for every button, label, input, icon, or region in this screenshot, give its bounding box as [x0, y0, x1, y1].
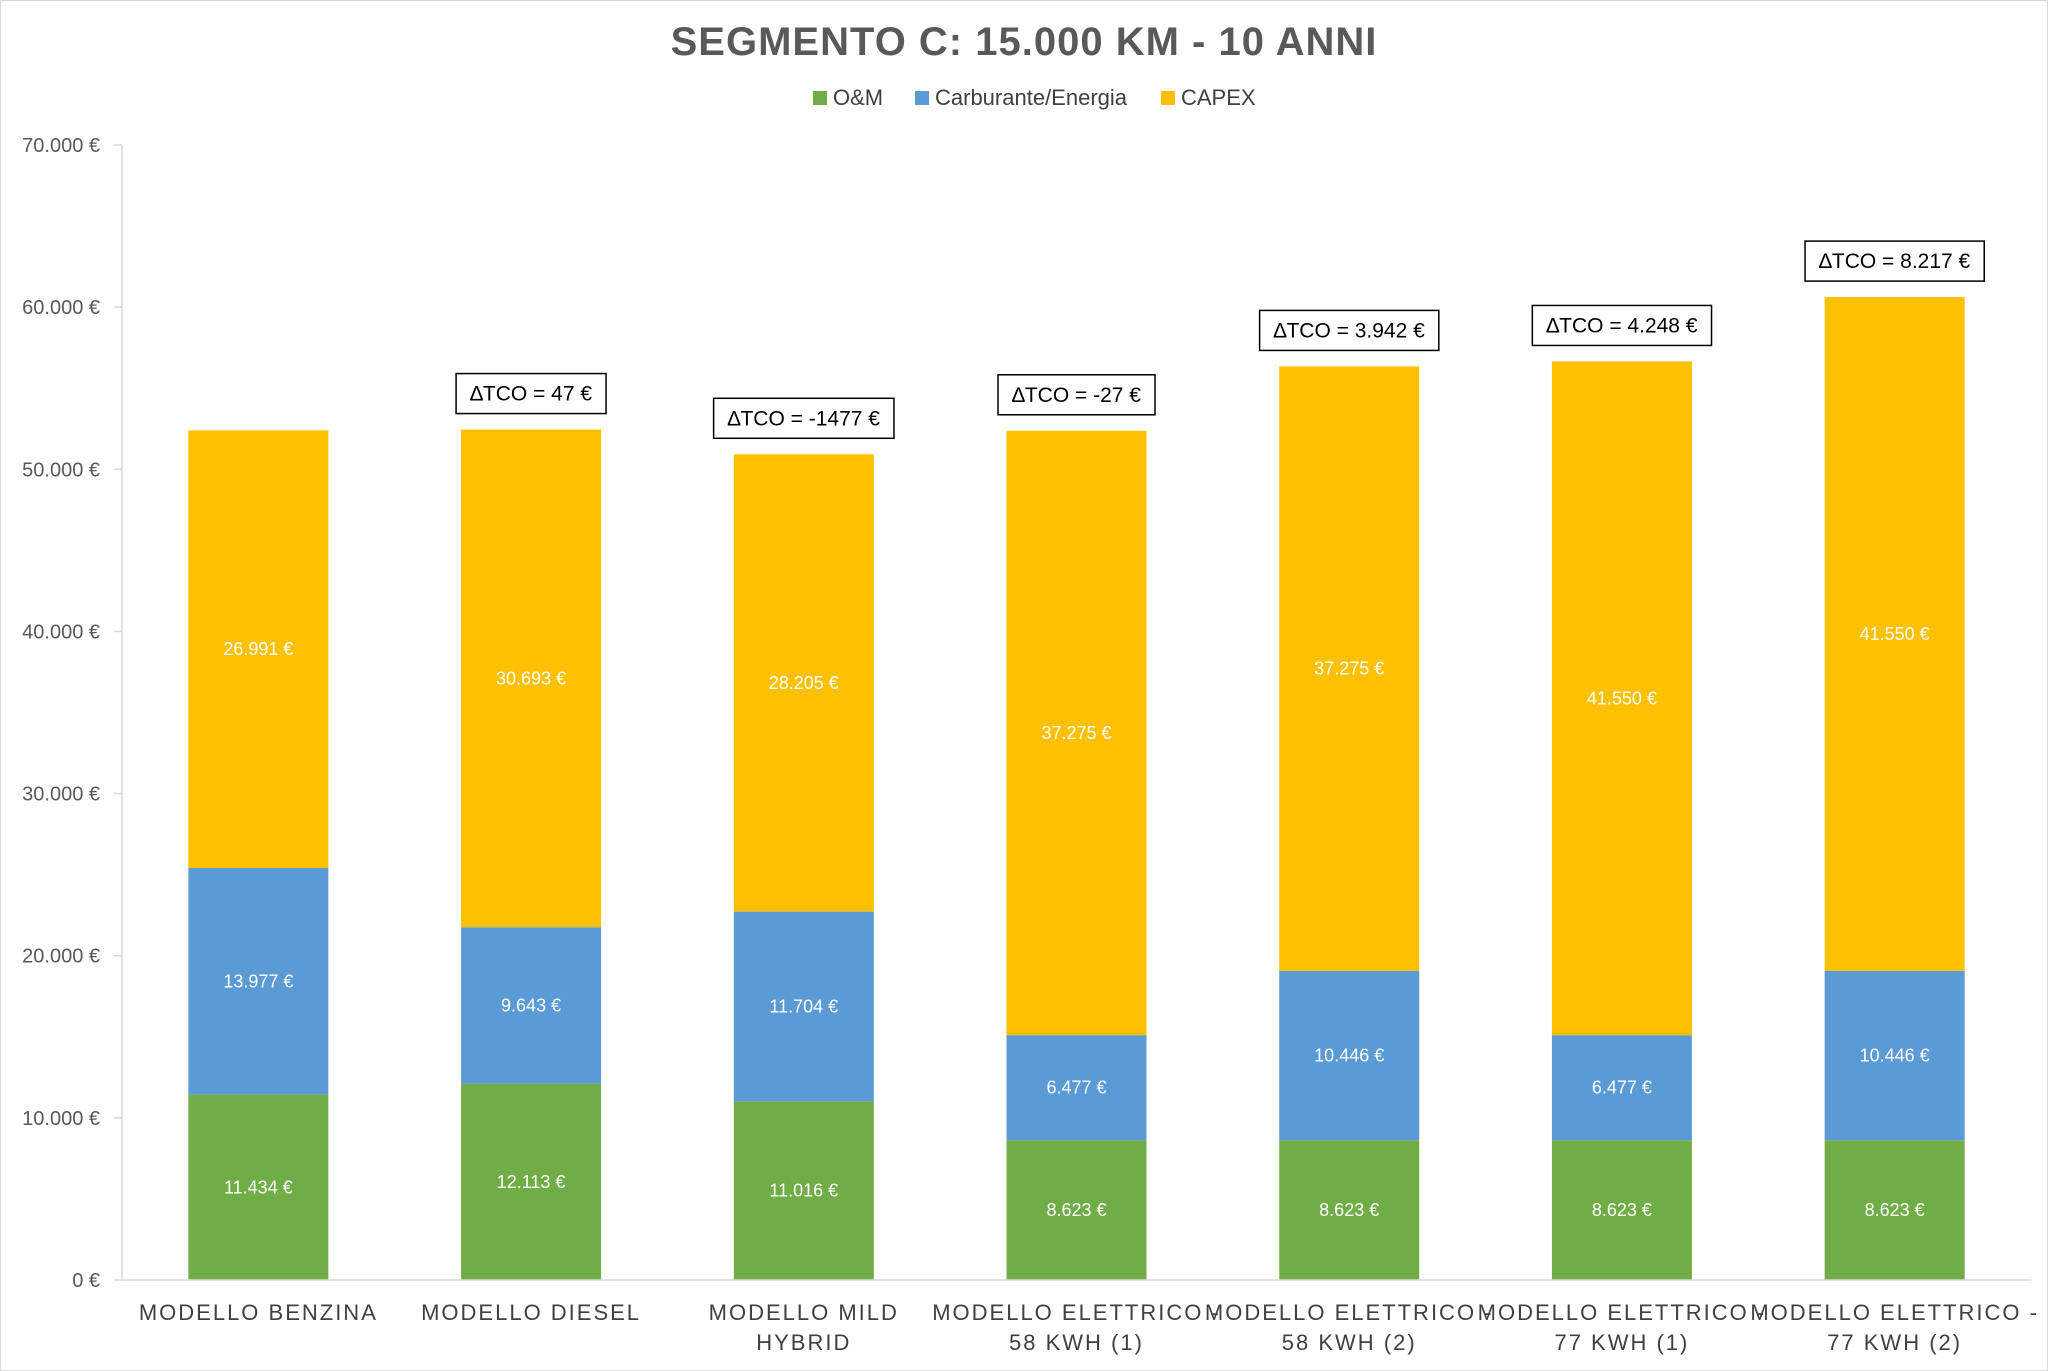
- data-label: 8.623 €: [1046, 1200, 1106, 1220]
- y-tick-label: 50.000 €: [22, 459, 100, 481]
- legend-label-1: O&M: [833, 85, 883, 110]
- legend: O&M Carburante/Energia CAPEX: [813, 85, 1256, 110]
- bar-segment: [1551, 361, 1692, 1036]
- y-tick-label: 0 €: [72, 1270, 100, 1292]
- bar-segment: [188, 867, 329, 1095]
- category-label: MODELLO ELETTRICO -: [1478, 1300, 1767, 1325]
- category-label: 77 KWH (1): [1554, 1330, 1689, 1355]
- delta-tco-box: ∆TCO = -27 €: [997, 374, 1156, 416]
- data-label: 8.623 €: [1865, 1200, 1925, 1220]
- data-label: 6.477 €: [1046, 1078, 1106, 1098]
- y-tick-label: 20.000 €: [22, 946, 100, 968]
- data-label: 41.550 €: [1587, 688, 1657, 708]
- data-label: 10.446 €: [1860, 1045, 1930, 1065]
- bar-segment: [188, 1094, 329, 1280]
- x-axis: MODELLO BENZINA MODELLO DIESEL MODELLO MIL…: [122, 1279, 2039, 1355]
- legend-swatch-1: [813, 91, 827, 105]
- delta-tco-box: ∆TCO = 3.942 €: [1258, 309, 1440, 352]
- delta-tco-frame: [1258, 309, 1440, 352]
- data-label: 8.623 €: [1592, 1200, 1652, 1220]
- bar-segment: [461, 927, 602, 1084]
- data-label: 28.205 €: [769, 673, 839, 693]
- data-label: 26.991 €: [223, 639, 293, 659]
- delta-tco-label: ∆TCO = 47 €: [470, 383, 592, 406]
- delta-tco-label: ∆TCO = -1477 €: [728, 407, 881, 430]
- bar-segment: [1551, 1140, 1692, 1280]
- data-label: 37.275 €: [1314, 659, 1384, 679]
- delta-tco-box: ∆TCO = 47 €: [455, 372, 607, 415]
- delta-tco-label: ∆TCO = 3.942 €: [1274, 319, 1425, 342]
- category-label: MODELLO DIESEL: [421, 1300, 641, 1325]
- category-label: MODELLO BENZINA: [139, 1300, 378, 1325]
- category-label: MODELLO ELETTRICO -: [932, 1300, 1221, 1325]
- bar-segment: [1006, 430, 1147, 1036]
- y-tick-label: 30.000 €: [22, 784, 100, 806]
- data-label: 11.704 €: [769, 996, 838, 1016]
- bar-segment: [733, 1101, 874, 1280]
- bar-segment: [1824, 297, 1965, 971]
- bar-segment: [461, 429, 602, 928]
- legend-label-2: Carburante/Energia: [935, 85, 1128, 110]
- data-label: 37.275 €: [1041, 723, 1111, 743]
- bar-segment: [1824, 1140, 1965, 1280]
- bar-segment: [1006, 1140, 1147, 1280]
- data-label: 11.434 €: [224, 1177, 293, 1197]
- bar-segment: [1279, 1140, 1420, 1280]
- data-label: 10.446 €: [1314, 1045, 1384, 1065]
- data-label: 12.113 €: [497, 1172, 566, 1192]
- y-tick-label: 10.000 €: [22, 1108, 100, 1130]
- bar-segment: [733, 911, 874, 1102]
- bar-segment: [461, 1083, 602, 1280]
- delta-tco-frame: [997, 374, 1156, 416]
- category-label: 58 KWH (2): [1282, 1330, 1417, 1355]
- y-tick-label: 40.000 €: [22, 621, 100, 643]
- y-tick-label: 70.000 €: [22, 135, 100, 157]
- category-label: MODELLO ELETTRICO -: [1205, 1300, 1494, 1325]
- category-label: HYBRID: [756, 1330, 851, 1355]
- data-label: 6.477 €: [1592, 1078, 1652, 1098]
- delta-tco-box: ∆TCO = -1477 €: [712, 397, 895, 440]
- category-label: MODELLO MILD: [709, 1300, 899, 1325]
- bar-segment: [1279, 366, 1420, 971]
- category-label: 77 KWH (2): [1827, 1330, 1962, 1355]
- delta-tco-frame: [1531, 304, 1713, 347]
- legend-swatch-3: [1161, 91, 1175, 105]
- delta-tco-box: ∆TCO = 4.248 €: [1531, 304, 1713, 347]
- bar-segment: [1551, 1035, 1692, 1141]
- category-label: MODELLO ELETTRICO -: [1750, 1300, 2039, 1325]
- delta-tco-frame: [712, 397, 895, 440]
- delta-tco-label: ∆TCO = -27 €: [1012, 384, 1141, 407]
- chart-title: SEGMENTO C: 15.000 KM - 10 ANNI: [671, 20, 1378, 64]
- category-label: 58 KWH (1): [1009, 1330, 1144, 1355]
- y-tick-label: 60.000 €: [22, 297, 100, 319]
- delta-tco-frame: [1804, 240, 1985, 282]
- legend-swatch-2: [915, 91, 929, 105]
- bar-segment: [1824, 970, 1965, 1141]
- delta-tco-frame: [455, 372, 607, 415]
- delta-tco-label: ∆TCO = 4.248 €: [1546, 314, 1697, 337]
- data-label: 30.693 €: [496, 668, 566, 688]
- bar-segment: [733, 454, 874, 912]
- bar-segment: [1279, 970, 1420, 1141]
- y-axis: 0 € 10.000 € 20.000 € 30.000 € 40.000 € 50.00…: [22, 135, 123, 1292]
- delta-tco-box: ∆TCO = 8.217 €: [1804, 240, 1985, 282]
- bar-segment: [188, 430, 329, 868]
- data-label: 9.643 €: [501, 995, 561, 1015]
- bars: 11.434 € 13.977 € 26.991 € 12.113 € 9.643 € 3…: [188, 297, 1965, 1280]
- legend-label-3: CAPEX: [1181, 85, 1256, 110]
- delta-tco-label: ∆TCO = 8.217 €: [1819, 250, 1970, 273]
- data-label: 13.977 €: [223, 971, 293, 991]
- data-label: 41.550 €: [1860, 624, 1930, 644]
- delta-tco-annotations: ∆TCO = 47 € ∆TCO = -1477 € ∆TCO = -27 € ∆TC…: [455, 240, 1985, 440]
- data-label: 8.623 €: [1319, 1200, 1379, 1220]
- data-label: 11.016 €: [769, 1181, 838, 1201]
- bar-segment: [1006, 1035, 1147, 1141]
